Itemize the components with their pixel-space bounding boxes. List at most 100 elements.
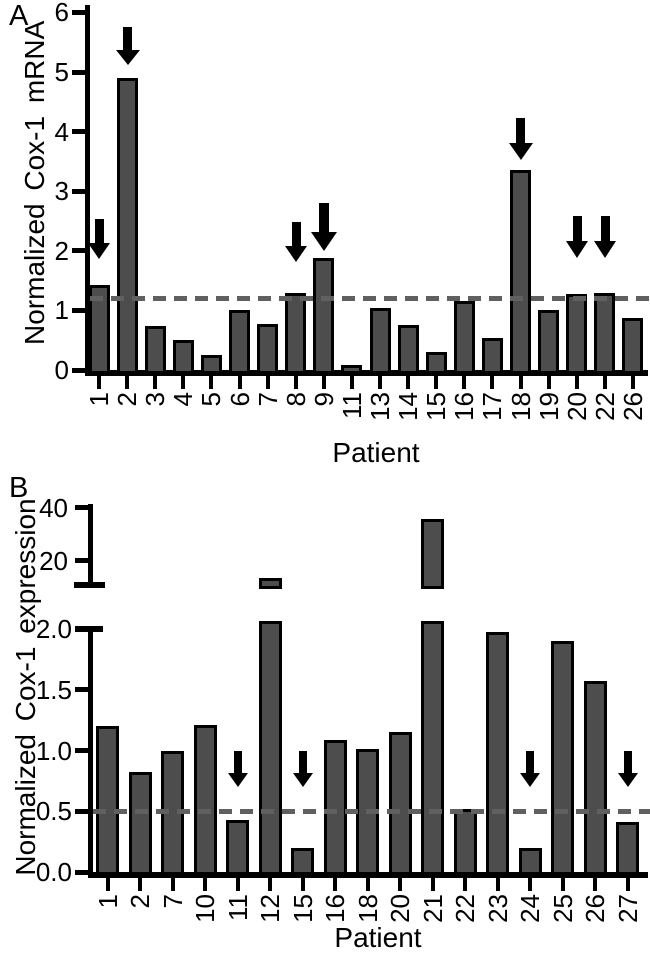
panel-b-patient-15-x-tick [301, 878, 305, 891]
arrow-stem [319, 203, 329, 234]
panel-a-patient-15-x-tick-label: 15 [421, 392, 451, 421]
panel-a-patient-20-x-tick-label: 20 [562, 392, 592, 421]
panel-a-y-tick-0 [72, 368, 85, 373]
panel-a-patient-8-x-tick [294, 376, 298, 389]
panel-b-patient-24-x-tick [528, 878, 532, 891]
panel-b-patient-15-x-tick-label: 15 [288, 894, 318, 923]
panel-a-patient-16-x-tick-label: 16 [449, 392, 479, 421]
panel-a-bar-patient-4 [173, 340, 194, 374]
panel-a-patient-17-x-tick-label: 17 [477, 392, 507, 421]
arrow-stem [526, 751, 534, 775]
panel-b-y-tick-label-1.5: 1.5 [35, 675, 72, 705]
panel-a-patient-16-x-tick [462, 376, 466, 389]
panel-a-bar-patient-11 [341, 365, 362, 374]
panel-a-bar-patient-20 [566, 294, 587, 374]
panel-b-bar-patient-16 [324, 740, 347, 875]
panel-a-patient-20-x-tick [575, 376, 579, 389]
panel-b-bar-patient-26 [584, 681, 607, 875]
panel-b-axis-break-bar-lower [75, 626, 103, 632]
panel-b-patient-16-x-tick [333, 878, 337, 891]
panel-b-down-arrow-icon-patient-11 [228, 751, 248, 787]
arrow-stem [123, 27, 132, 52]
panel-b-bar-patient-12-upper [259, 578, 282, 589]
panel-a-bar-patient-22 [594, 293, 615, 374]
panel-b-bar-patient-23 [486, 632, 509, 875]
panel-a-down-arrow-icon-patient-9 [311, 203, 337, 251]
panel-b-bar-patient-1 [96, 726, 119, 875]
panel-a-down-arrow-icon-patient-1 [88, 219, 110, 259]
panel-b-patient-1-x-tick [106, 878, 110, 891]
panel-a-bar-patient-8 [285, 293, 306, 374]
arrow-stem [95, 219, 104, 245]
panel-a-patient-19-x-tick-label: 19 [534, 392, 564, 421]
panel-a-patient-8-x-tick-label: 8 [281, 392, 311, 407]
panel-b-patient-1-x-tick-label: 1 [93, 894, 123, 909]
panel-b-patient-2-x-tick [138, 878, 142, 891]
panel-b-upper-y-axis-line [88, 504, 93, 588]
panel-b-bar-patient-11 [226, 820, 249, 875]
panel-b-down-arrow-icon-patient-15 [293, 751, 313, 787]
panel-b-patient-20-x-tick [398, 878, 402, 891]
panel-a-patient-13-x-tick [378, 376, 382, 389]
panel-b-bar-patient-24 [519, 848, 542, 875]
panel-b-patient-25-x-tick [561, 878, 565, 891]
panel-a-y-tick-label-2: 2 [54, 236, 69, 266]
panel-b-y-tick-1.0 [75, 748, 88, 753]
panel-a-patient-5-x-tick-label: 5 [196, 392, 226, 407]
panel-b-threshold-dashed-line [93, 809, 650, 814]
panel-b-y-tick-label-0.5: 0.5 [35, 796, 72, 826]
panel-a-x-axis-title: Patient [332, 437, 420, 468]
panel-b-y-tick-40 [75, 505, 88, 510]
panel-a-patient-13-x-tick-label: 13 [365, 392, 395, 421]
panel-b-y-tick-label-0.0: 0.0 [35, 857, 72, 887]
panel-a-patient-18-x-tick-label: 18 [506, 392, 536, 421]
panel-b-bar-patient-12-lower [259, 621, 282, 875]
panel-b-y-tick-20 [75, 558, 88, 563]
panel-a-down-arrow-icon-patient-20 [566, 216, 588, 258]
panel-b-bar-patient-10 [194, 725, 217, 875]
panel-a-patient-3-x-tick-label: 3 [140, 392, 170, 407]
panel-a-bar-patient-13 [370, 308, 391, 374]
panel-b-patient-21-x-tick [431, 878, 435, 891]
panel-b-patient-23-x-tick-label: 23 [483, 894, 513, 923]
panel-a-bar-patient-15 [426, 352, 447, 374]
panel-b-patient-27-x-tick [626, 878, 630, 891]
panel-b-bar-patient-15 [291, 848, 314, 875]
panel-a-patient-6-x-tick-label: 6 [225, 392, 255, 407]
panel-b-bar-patient-2 [129, 772, 152, 875]
panel-b-patient-7-x-tick [171, 878, 175, 891]
panel-a-patient-3-x-tick [153, 376, 157, 389]
panel-a-patient-2-x-tick [125, 376, 129, 389]
panel-a-down-arrow-icon-patient-2 [116, 27, 140, 65]
panel-b-y-tick-label-20: 20 [39, 546, 68, 576]
panel-a-y-tick-3 [72, 189, 85, 194]
panel-a-down-arrow-icon-patient-18 [509, 118, 533, 160]
panel-a-patient-6-x-tick [238, 376, 242, 389]
panel-a-patient-9-x-tick [322, 376, 326, 389]
panel-b-patient-18-x-tick [366, 878, 370, 891]
panel-a-patient-14-x-tick-label: 14 [393, 392, 423, 421]
panel-a-patient-26-x-tick [631, 376, 635, 389]
panel-b-patient-7-x-tick-label: 7 [158, 894, 188, 909]
panel-a-y-tick-2 [72, 248, 85, 253]
panel-b-patient-2-x-tick-label: 2 [125, 894, 155, 909]
arrow-head [285, 246, 307, 262]
panel-b-down-arrow-icon-patient-27 [618, 751, 638, 787]
panel-a-patient-9-x-tick-label: 9 [309, 392, 339, 407]
panel-b-y-tick-label-40: 40 [39, 493, 68, 523]
panel-b-axis-break-bar-upper [74, 582, 105, 588]
panel-a-patient-7-x-tick-label: 7 [253, 392, 283, 407]
panel-a-y-tick-6 [72, 10, 85, 15]
panel-a-patient-11-x-tick-label: 11 [337, 392, 367, 419]
panel-a-letter: A [9, 0, 29, 32]
panel-a-bar-patient-6 [229, 310, 250, 374]
panel-b-patient-11-x-tick [236, 878, 240, 891]
panel-b-patient-16-x-tick-label: 16 [320, 894, 350, 923]
panel-b-patient-10-x-tick-label: 10 [190, 894, 220, 923]
panel-b-patient-22-x-tick-label: 22 [450, 894, 480, 923]
panel-a-patient-22-x-tick-label: 22 [590, 392, 620, 421]
panel-a-bar-patient-14 [398, 325, 419, 374]
panel-a-y-tick-label-1: 1 [54, 295, 69, 325]
panel-a-bar-patient-16 [454, 301, 475, 374]
